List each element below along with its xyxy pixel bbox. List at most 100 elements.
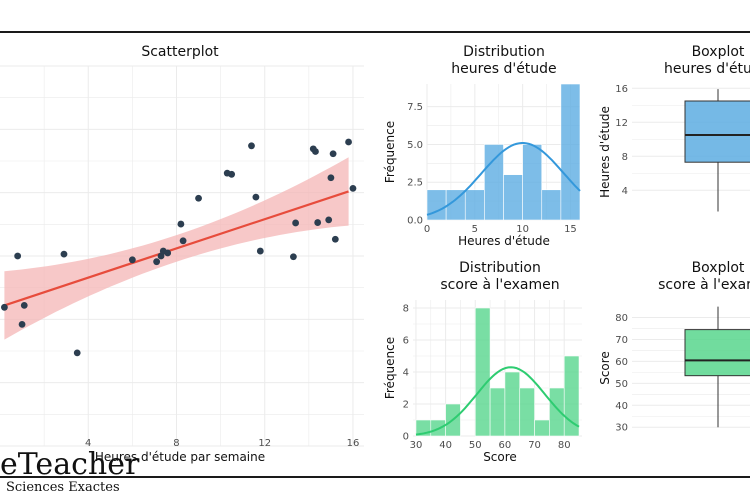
histogram-score-density-curve [415,366,580,436]
regression-line [4,190,349,307]
scatter-x-axis-label: Heures d'étude par semaine [95,450,265,464]
scatter-points [1,138,357,357]
scatter-point [14,252,22,260]
histogram-score-panel: Distribution score à l'examen 30 40 50 60 70… [383,260,582,464]
boxplot-score-y-tick-label: 40 [615,401,628,412]
scatter-point [195,194,202,202]
scatter-point [73,349,81,357]
histogram-score-bar [534,419,550,437]
histogram-score-y-tick-label: 2 [403,400,409,411]
boxplot-score-y-label: Score [598,351,612,385]
scatter-point [292,219,300,227]
histogram-hours-x-tick-label: 5 [472,224,478,235]
scatter-point [290,253,297,261]
scatter-point [153,258,161,266]
boxplot-hours-title-line2: heures d'étu [664,61,750,77]
boxplot-score-y-tick-label: 60 [615,357,628,368]
histogram-hours-density-curve [426,142,581,216]
histogram-score-title-line1: Distribution [459,260,541,276]
histogram-score-y-tick-label: 4 [403,368,409,379]
boxplot-hours-y-tick-label: 16 [615,84,628,95]
scatter-point [327,174,335,182]
boxplot-score-y-tick-label: 80 [615,313,628,324]
scatter-point [252,193,260,201]
scatter-x-tick-label: 12 [258,438,271,449]
scatter-x-tick-label: 16 [347,438,360,449]
scatter-point [256,247,264,255]
histogram-score-x-label: Score [483,450,517,464]
scatter-panel: Scatterplot 4 8 12 16 Heures d'étude par se… [0,44,364,464]
histogram-hours-y-tick-label: 5.0 [407,140,423,151]
scatter-point [128,256,136,264]
scatter-point [331,235,339,243]
scatter-point [345,138,352,146]
scatter-point [248,142,255,150]
scatter-point [329,150,337,158]
histogram-score-x-tick-label: 70 [528,440,541,451]
boxplot-hours-box [684,100,750,163]
histogram-hours-bar [484,144,504,221]
histogram-score-y-tick-label: 0 [403,432,409,443]
boxplot-hours-panel: Boxplot heures d'étu 4 8 12 16 Heures d'étu… [598,44,750,212]
histogram-hours-bar [541,189,562,221]
histogram-hours-y-label: Fréquence [383,121,397,183]
boxplot-score-y-tick-label: 70 [615,335,628,346]
boxplot-score-panel: Boxplot score à l'exar 30 40 50 60 70 80 Scor… [598,260,750,434]
scatter-point [179,237,187,245]
histogram-hours-x-tick-label: 15 [564,224,577,235]
histogram-score-y-label: Fréquence [383,337,397,399]
boxplot-score-y-tick-label: 30 [615,423,628,434]
histogram-hours-title-line1: Distribution [463,44,545,60]
boxplot-hours-y-label: Heures d'étude [598,106,612,198]
scatter-point [177,220,185,228]
histogram-score-y-tick-label: 6 [403,336,409,347]
boxplot-score-title-line2: score à l'exar [658,277,750,293]
bottom-divider [0,476,750,478]
histogram-hours-y-tick-label: 0.0 [407,216,423,227]
histogram-score-x-tick-label: 60 [499,440,512,451]
histogram-score-bar [549,387,565,437]
histogram-hours-x-tick-label: 0 [424,224,430,235]
histogram-score-x-tick-label: 50 [469,440,482,451]
histogram-hours-bar [426,189,447,221]
scatter-x-ticks: 4 8 12 16 [85,438,359,449]
histogram-hours-bar [560,83,581,221]
boxplot-score-y-tick-label: 50 [615,379,628,390]
histogram-score-x-tick-label: 30 [410,440,423,451]
boxplot-score-title-line1: Boxplot [692,260,745,276]
brand-logo-subtitle: Sciences Exactes [6,480,120,495]
scatter-point [164,249,172,257]
histogram-score-bar [489,387,506,437]
histogram-hours-panel: Distribution heures d'étude 0 5 10 15 0.0 2.5… [383,44,581,248]
histogram-score-bar [504,371,521,437]
scatter-point [314,219,322,226]
histogram-score-bar [474,307,491,437]
scatter-point [228,170,236,178]
histogram-hours-bar [503,174,523,221]
histogram-hours-x-tick-label: 10 [516,224,529,235]
histogram-hours-x-label: Heures d'étude [458,234,550,248]
histogram-score-y-tick-label: 8 [403,304,409,315]
scatter-point [60,250,68,258]
scatter-x-tick-label: 8 [173,438,179,449]
histogram-hours-bar [464,189,485,221]
boxplot-hours-y-tick-label: 12 [615,118,628,129]
histogram-hours-title-line2: heures d'étude [451,61,556,77]
histogram-score-x-tick-label: 80 [558,440,571,451]
histogram-score-bar [563,355,580,437]
histogram-score-bar [519,387,535,437]
histogram-hours-y-tick-label: 7.5 [407,102,423,113]
scatter-title: Scatterplot [141,44,219,60]
histogram-score-x-tick-label: 40 [439,440,452,451]
scatter-point [1,303,8,311]
boxplot-hours-title-line1: Boxplot [692,44,745,60]
scatter-point [312,148,319,155]
scatter-x-tick-label: 4 [85,438,91,449]
top-divider [0,31,750,33]
scatter-point [18,321,26,328]
scatter-point [349,184,357,192]
scatter-point [325,216,333,224]
boxplot-hours-y-tick-label: 8 [622,152,628,163]
histogram-hours-y-tick-label: 2.5 [407,178,423,189]
